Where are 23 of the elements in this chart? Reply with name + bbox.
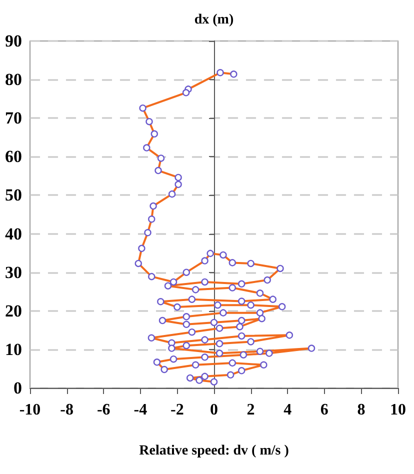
x-tick-label: -4 (134, 402, 148, 418)
y-axis-title: dx (m) (194, 12, 234, 28)
x-tick-label: 10 (390, 402, 406, 418)
y-tick-label: 10 (5, 340, 22, 359)
y-tick-label: 60 (5, 147, 22, 166)
y-tick-label: 80 (5, 70, 22, 90)
x-tick-label: -10 (19, 402, 41, 418)
y-tick-label: 90 (5, 32, 22, 50)
x-tick-label: 6 (320, 402, 328, 418)
y-tick-label: 70 (5, 108, 22, 128)
x-tick-label: 4 (284, 402, 292, 418)
x-tick-label: 2 (246, 402, 255, 418)
x-tick-label: -8 (60, 402, 74, 418)
x-tick-label: 0 (210, 402, 218, 418)
x-axis-title: Relative speed: dv ( m/s ) (139, 444, 290, 458)
y-tick-label: 40 (5, 224, 22, 244)
y-tick-label: 50 (5, 186, 22, 205)
x-tick-label: -2 (170, 402, 184, 418)
y-tick-label: 0 (14, 378, 22, 398)
y-tick-label: 30 (5, 262, 22, 282)
x-tick-label: 8 (357, 402, 366, 418)
y-tick-label: 20 (5, 301, 22, 320)
x-tick-label: -6 (96, 402, 110, 418)
